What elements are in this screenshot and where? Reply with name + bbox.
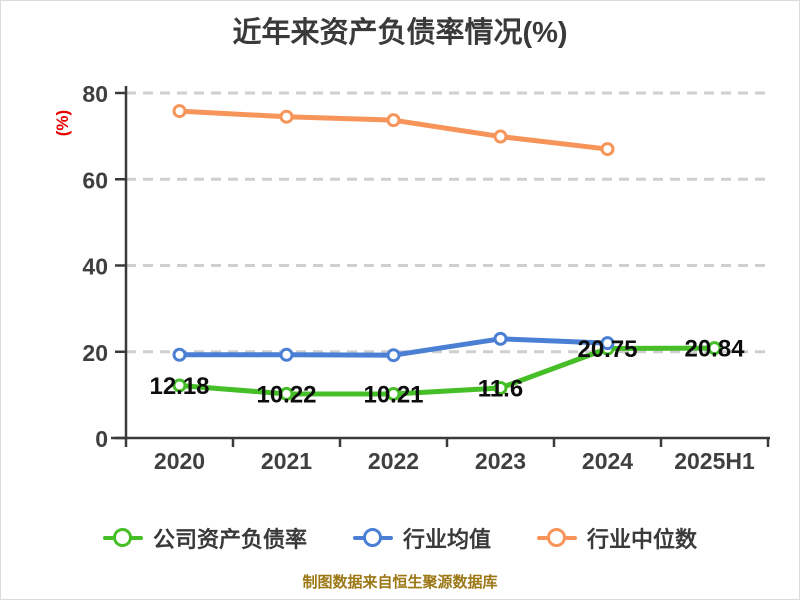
data-point-series-2 — [172, 104, 187, 119]
data-point-series-1 — [172, 347, 187, 362]
y-tick-label: 60 — [82, 167, 108, 193]
data-point-series-0 — [707, 341, 722, 356]
legend-item-industry-mean: 行业均值 — [352, 522, 491, 554]
data-point-series-2 — [279, 109, 294, 124]
x-tick-label: 2025H1 — [674, 448, 755, 474]
x-tick-label: 2021 — [261, 448, 312, 474]
data-point-series-2 — [493, 129, 508, 144]
legend-label-company: 公司资产负债率 — [152, 527, 307, 552]
data-point-label: 10.21 — [363, 381, 423, 408]
data-point-series-1 — [279, 347, 294, 362]
data-point-label: 11.6 — [478, 375, 523, 402]
x-tick-label: 2022 — [368, 448, 419, 474]
data-point-series-0 — [279, 386, 294, 401]
data-point-label: 20.84 — [684, 336, 745, 363]
legend-label-industry-median: 行业中位数 — [587, 527, 698, 552]
data-point-series-0 — [493, 380, 508, 395]
data-point-label: 12.18 — [149, 373, 209, 400]
series-line-0 — [177, 345, 717, 397]
data-point-series-0 — [172, 378, 187, 393]
x-tick-label: 2020 — [154, 448, 205, 474]
y-tick-label: 80 — [82, 81, 108, 107]
legend-item-company: 公司资产负债率 — [102, 522, 307, 554]
legend-item-industry-median: 行业中位数 — [537, 522, 697, 554]
data-source-note: 制图数据来自恒生聚源数据库 — [302, 574, 498, 591]
x-tick-label: 2023 — [475, 448, 526, 474]
legend-marker-industry-median-icon — [537, 528, 577, 548]
legend-label-industry-mean: 行业均值 — [402, 527, 491, 552]
y-tick-label: 40 — [82, 254, 108, 280]
data-point-series-2 — [600, 142, 615, 157]
data-point-series-0 — [386, 386, 401, 401]
legend-marker-company-icon — [102, 528, 143, 548]
legend-marker-industry-mean-icon — [352, 528, 393, 548]
y-tick-label: 0 — [95, 426, 108, 452]
y-tick-label: 20 — [82, 340, 108, 366]
data-point-series-1 — [600, 336, 615, 351]
x-tick-label: 2024 — [582, 448, 633, 474]
data-point-label: 20.75 — [577, 336, 637, 363]
chart-title: 近年来资产负债率情况(%) — [232, 17, 568, 49]
data-point-label: 10.22 — [256, 381, 316, 408]
data-point-series-2 — [386, 113, 401, 128]
data-point-series-1 — [493, 331, 508, 346]
data-point-series-1 — [386, 348, 401, 363]
legend: 公司资产负债率 行业均值 行业中位数 — [1, 522, 799, 554]
